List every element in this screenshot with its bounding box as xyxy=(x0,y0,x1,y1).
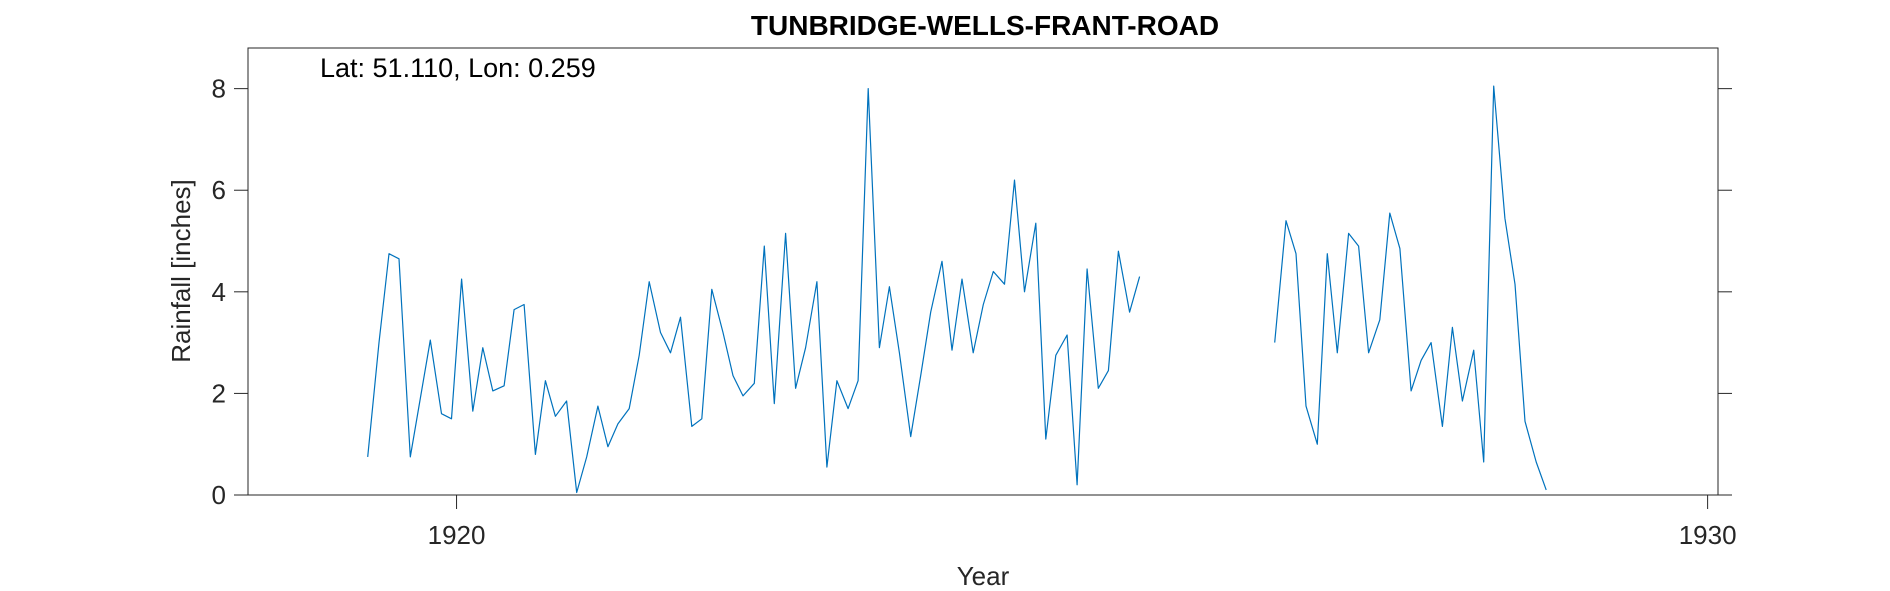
rainfall-series-line xyxy=(367,85,1547,494)
y-tick-label: 0 xyxy=(212,480,226,510)
axis-tick-labels: 0 2 4 6 8 1920 1930 xyxy=(212,74,1737,550)
y-tick-label: 6 xyxy=(212,175,226,205)
y-axis-label: Rainfall [inches] xyxy=(166,179,196,363)
y-tick-label: 4 xyxy=(212,277,226,307)
location-annotation: Lat: 51.110, Lon: 0.259 xyxy=(320,53,596,83)
plot-area-frame xyxy=(247,47,1719,496)
axis-ticks xyxy=(234,88,1732,509)
x-tick-label: 1920 xyxy=(428,520,486,550)
x-axis-label: Year xyxy=(957,561,1010,591)
y-tick-label: 8 xyxy=(212,74,226,104)
y-tick-label: 2 xyxy=(212,378,226,408)
x-tick-label: 1930 xyxy=(1679,520,1737,550)
chart-title: TUNBRIDGE-WELLS-FRANT-ROAD xyxy=(751,10,1219,41)
